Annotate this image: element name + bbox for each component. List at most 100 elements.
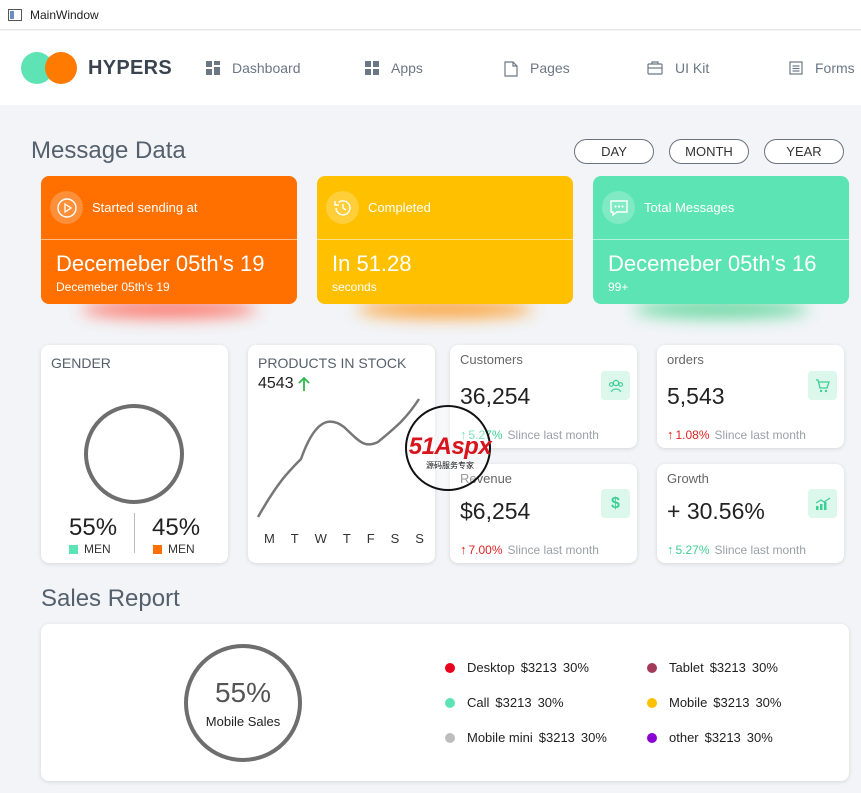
stat-card-header: Started sending at <box>41 176 297 240</box>
apps-icon <box>365 60 379 76</box>
metric-card-customers[interactable]: Customers 36,254 ↑ 5.27% Slince last mon… <box>450 345 637 448</box>
legend-item-call: Call $3213 30% <box>445 695 564 710</box>
sales-report-card: 55% Mobile Sales Desktop $3213 30% Table… <box>41 624 849 781</box>
card-glow <box>633 300 809 318</box>
logo-circle-orange <box>45 52 77 84</box>
gender-divider <box>134 513 135 553</box>
day-label: W <box>314 531 327 546</box>
nav-ui-kit[interactable]: UI Kit <box>647 31 709 105</box>
legend-swatch-green <box>69 544 78 554</box>
nav-label: Forms <box>815 60 855 76</box>
legend-amount: $3213 <box>709 660 746 675</box>
legend-percent: 30% <box>537 695 564 710</box>
metric-card-orders[interactable]: orders 5,543 ↑ 1.08% Slince last month <box>657 345 844 448</box>
metric-footer: ↑ 5.27% Slince last month <box>460 427 599 442</box>
gender-left-legend: MEN <box>69 542 111 556</box>
nav-forms[interactable]: Forms <box>789 31 855 105</box>
card-glow <box>81 300 257 318</box>
metric-change: 5.27% <box>675 542 710 557</box>
metric-value: 36,254 <box>460 383 531 409</box>
briefcase-icon <box>647 60 663 76</box>
gender-right-legend: MEN <box>153 542 195 556</box>
metric-caption: Slince last month <box>714 542 806 557</box>
dollar-icon: $ <box>601 489 630 518</box>
forms-icon <box>789 60 803 76</box>
metric-footer: ↑ 5.27% Slince last month <box>667 542 806 557</box>
metric-title: Growth <box>667 471 709 486</box>
legend-name: Desktop <box>467 660 515 675</box>
metric-change: 7.00% <box>468 542 503 557</box>
stock-day-axis: M T W T F S S <box>264 531 424 546</box>
stat-card-completed[interactable]: Completed In 51.28 seconds <box>317 176 573 318</box>
arrow-up-icon: ↑ <box>460 427 467 442</box>
logo[interactable]: HYPERS <box>21 52 172 84</box>
top-header: HYPERS Dashboard Apps Pages UI Kit Forms <box>0 31 861 105</box>
metric-footer: ↑ 7.00% Slince last month <box>460 542 599 557</box>
play-icon <box>50 191 83 224</box>
legend-dot <box>445 732 455 743</box>
sales-report-title: Sales Report <box>41 585 180 612</box>
metric-change: 5.27% <box>469 428 503 442</box>
stat-card-sub: seconds <box>332 280 377 294</box>
nav-label: Pages <box>530 60 570 76</box>
stat-card-header: Completed <box>317 176 573 240</box>
metric-value: + 30.56% <box>667 498 765 524</box>
watermark-tagline: 源码服务专家 <box>426 461 474 470</box>
metric-value: $6,254 <box>460 498 531 524</box>
metric-change: 1.08% <box>675 427 710 442</box>
message-data-title: Message Data <box>31 137 186 164</box>
day-label: S <box>390 531 400 546</box>
watermark-brand: 51Aspx <box>408 433 492 460</box>
legend-amount: $3213 <box>520 660 557 675</box>
gender-ring-chart <box>84 404 184 504</box>
legend-dot <box>647 662 657 673</box>
metric-caption: Slince last month <box>507 542 599 557</box>
day-label: M <box>264 531 275 546</box>
gender-left-label: MEN <box>84 542 111 556</box>
stock-card: PRODUCTS IN STOCK 4543 M T W T F S S <box>248 345 435 563</box>
legend-name: Call <box>467 695 490 710</box>
metric-title: orders <box>667 352 704 367</box>
legend-item-other: other $3213 30% <box>647 730 773 745</box>
legend-percent: 30% <box>562 660 589 675</box>
stat-card-started[interactable]: Started sending at Decemeber 05th's 19 D… <box>41 176 297 318</box>
chart-icon <box>808 489 837 518</box>
nav-dashboard[interactable]: Dashboard <box>206 31 301 105</box>
day-label: F <box>366 531 375 546</box>
metric-card-growth[interactable]: Growth + 30.56% ↑ 5.27% Slince last mont… <box>657 464 844 563</box>
legend-percent: 30% <box>580 730 607 745</box>
legend-percent: 30% <box>751 660 778 675</box>
year-button[interactable]: YEAR <box>764 139 844 164</box>
day-label: T <box>342 531 351 546</box>
stock-value: 4543 <box>258 375 294 392</box>
legend-item-tablet: Tablet $3213 30% <box>647 660 778 675</box>
stat-card-sub: 99+ <box>608 280 629 294</box>
cart-icon <box>808 371 837 400</box>
stat-card-label: Completed <box>368 200 431 215</box>
stat-card-label: Started sending at <box>92 200 198 215</box>
dashboard-icon <box>206 60 220 76</box>
watermark-logo: 51Aspx 源码服务专家 <box>386 403 514 493</box>
nav-label: Apps <box>391 60 423 76</box>
stat-card-total-messages[interactable]: Total Messages Decemeber 05th's 16 99+ <box>593 176 849 318</box>
stat-card-header: Total Messages <box>593 176 849 240</box>
gender-left-percent: 55% <box>69 514 118 541</box>
month-button[interactable]: MONTH <box>669 139 749 164</box>
legend-name: other <box>669 730 699 745</box>
stat-card-value: Decemeber 05th's 19 <box>56 251 265 276</box>
legend-name: Mobile mini <box>467 730 533 745</box>
legend-amount: $3213 <box>713 695 750 710</box>
metric-footer: ↑ 1.08% Slince last month <box>667 427 806 442</box>
legend-name: Tablet <box>669 660 704 675</box>
sales-donut-label: Mobile Sales <box>205 714 281 729</box>
message-icon <box>602 191 635 224</box>
day-label: T <box>290 531 299 546</box>
nav-pages[interactable]: Pages <box>504 31 570 105</box>
day-label: S <box>415 531 424 546</box>
day-button[interactable]: DAY <box>574 139 654 164</box>
legend-amount: $3213 <box>495 695 532 710</box>
stat-card-value: In 51.28 <box>332 251 412 276</box>
nav-apps[interactable]: Apps <box>365 31 423 105</box>
sales-donut-value: 55% <box>214 677 272 708</box>
window-title: MainWindow <box>30 7 99 22</box>
